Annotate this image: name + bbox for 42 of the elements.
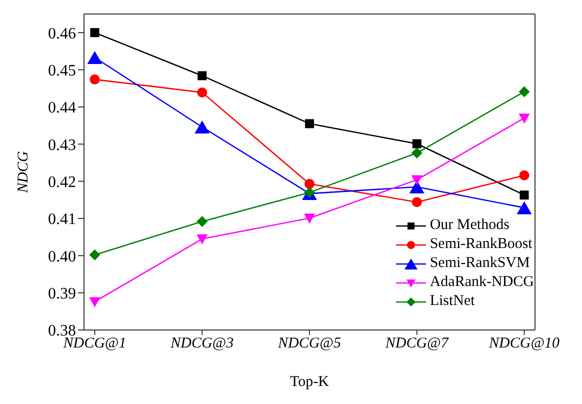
point [518,86,530,98]
point [519,170,530,180]
point [196,216,208,227]
point [412,197,422,208]
point [198,71,207,80]
legend-label: ListNet [430,292,475,311]
point [89,249,100,260]
x-tick-label: NDCG@7 [384,336,450,352]
point [518,114,530,124]
point [412,139,422,148]
y-tick-label: 0.41 [48,211,76,228]
legend-label: AdaRank-NDCG [430,273,534,292]
y-tick-label: 0.40 [48,248,76,266]
point [516,201,532,214]
point [90,28,100,38]
point [89,297,100,308]
point [87,50,102,64]
x-tick-label: NDCG@10 [488,336,560,352]
y-tick-label: 0.42 [48,174,76,191]
x-tick-label: NDCG@5 [277,336,342,352]
y-tick-label: 0.43 [48,136,76,154]
x-tick-label: NDCG@3 [170,336,234,352]
point [411,148,422,159]
point [197,87,208,98]
legend-label: Our Methods [430,216,510,235]
legend-label: Semi-RankBoost [430,235,532,254]
x-axis-title: Top-K [290,374,330,390]
point [304,178,314,189]
x-tick-label: NDCG@1 [62,336,126,352]
y-tick-label: 0.44 [48,100,76,117]
y-tick-label: 0.46 [48,25,76,42]
point [520,190,529,200]
point [304,214,315,224]
point [305,119,314,128]
legend-label: Semi-RankSVM [430,254,530,273]
y-tick-label: 0.45 [48,62,76,80]
point [90,74,100,84]
y-axis-title: NDCG [15,151,32,194]
point [194,120,210,134]
y-tick-label: 0.39 [48,286,76,303]
point [196,234,208,244]
point [411,175,422,186]
